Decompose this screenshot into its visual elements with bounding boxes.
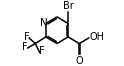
- Text: F: F: [39, 46, 45, 56]
- Text: N: N: [40, 18, 48, 28]
- Text: F: F: [24, 32, 30, 42]
- Text: O: O: [75, 56, 83, 66]
- Text: OH: OH: [90, 32, 105, 42]
- Text: Br: Br: [63, 1, 74, 11]
- Text: F: F: [22, 42, 28, 52]
